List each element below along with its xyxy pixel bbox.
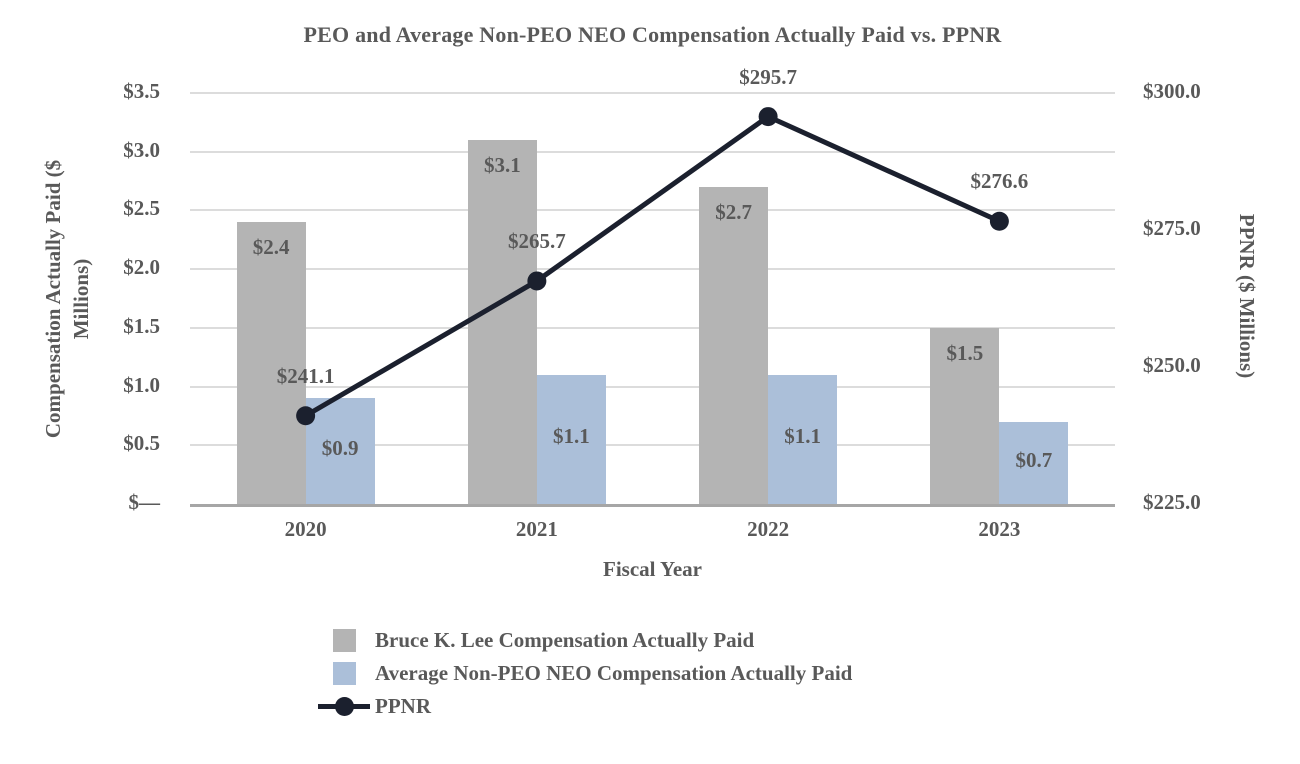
left-axis-tick: $1.0 bbox=[123, 372, 160, 397]
gridline bbox=[190, 150, 1115, 153]
ppnr-value-label: $241.1 bbox=[276, 363, 335, 388]
bar-peo-2022 bbox=[699, 186, 769, 504]
right-axis-tick: $225.0 bbox=[1143, 490, 1201, 514]
bar-value-label: $2.7 bbox=[715, 199, 752, 224]
bar-value-label: $3.1 bbox=[484, 152, 521, 177]
bar-value-label: $0.7 bbox=[1015, 447, 1053, 472]
gray-bar-swatch-icon bbox=[332, 629, 356, 652]
gridline bbox=[190, 385, 1115, 388]
bar-value-label: $1.5 bbox=[946, 340, 984, 365]
legend-label-ppnr: PPNR bbox=[375, 694, 431, 718]
neo-bar-swatch-cell bbox=[317, 662, 371, 685]
bar-neo-2022 bbox=[768, 374, 838, 504]
line-marker-dot-icon bbox=[334, 697, 354, 716]
left-axis-tick: $1.5 bbox=[123, 313, 160, 338]
bar-value-label: $1.1 bbox=[784, 424, 821, 449]
left-axis-tick: $0.5 bbox=[123, 431, 160, 456]
legend-item-peo-bar: Bruce K. Lee Compensation Actually Paid bbox=[317, 624, 852, 657]
ppnr-value-label: $265.7 bbox=[508, 228, 566, 253]
blue-bar-swatch-icon bbox=[332, 662, 356, 685]
ppnr-marker-2021 bbox=[527, 271, 547, 291]
bar-value-label: $1.1 bbox=[553, 424, 590, 449]
legend-item-neo-bar: Average Non-PEO NEO Compensation Actuall… bbox=[317, 657, 852, 690]
left-axis-tick: $2.0 bbox=[123, 255, 160, 280]
ppnr-line-path bbox=[304, 113, 1001, 418]
x-category-label-2021: 2021 bbox=[515, 517, 558, 541]
bar-value-label: $0.9 bbox=[321, 436, 359, 461]
ppnr-line bbox=[296, 107, 1009, 426]
gridline bbox=[190, 268, 1115, 271]
ppnr-value-label: $276.6 bbox=[970, 169, 1029, 194]
left-axis-title: Compensation Actually Paid ($ Millions) bbox=[41, 159, 93, 439]
legend-label-peo: Bruce K. Lee Compensation Actually Paid bbox=[375, 628, 755, 652]
peo-bar-swatch-cell bbox=[317, 629, 371, 652]
left-axis-tick: $— bbox=[128, 490, 161, 514]
right-axis-tick: $300.0 bbox=[1143, 79, 1201, 103]
x-category-label-2022: 2022 bbox=[747, 517, 790, 541]
gridline bbox=[190, 209, 1115, 212]
x-category-label-2023: 2023 bbox=[978, 517, 1021, 541]
bar-neo-2021 bbox=[536, 374, 606, 504]
bar-neo-2020 bbox=[305, 398, 375, 504]
legend-item-ppnr-line: PPNR bbox=[317, 690, 852, 723]
left-axis-tick: $2.5 bbox=[123, 196, 160, 221]
gridline bbox=[190, 444, 1115, 447]
right-axis-tick: $250.0 bbox=[1143, 353, 1201, 377]
left-axis-tick: $3.5 bbox=[123, 79, 160, 103]
x-category-label-2020: 2020 bbox=[284, 517, 327, 541]
left-axis-tick: $3.0 bbox=[123, 137, 160, 162]
right-axis-tick: $275.0 bbox=[1143, 216, 1201, 240]
bar-peo-2020 bbox=[236, 222, 306, 504]
ppnr-value-label: $295.7 bbox=[739, 64, 797, 89]
ppnr-marker-2020 bbox=[296, 406, 316, 426]
gridline bbox=[190, 326, 1115, 329]
chart-title: PEO and Average Non-PEO NEO Compensation… bbox=[303, 22, 1002, 47]
ppnr-marker-2022 bbox=[758, 107, 778, 127]
legend-label-neo: Average Non-PEO NEO Compensation Actuall… bbox=[375, 661, 853, 685]
plot-area: $2.4 $3.1 $2.7 $1.5 $0.9 $1.1 $1.1 $0.7 $241.1 $2… bbox=[190, 65, 1115, 507]
x-axis-title: Fiscal Year bbox=[603, 557, 702, 581]
ppnr-marker-2023 bbox=[989, 211, 1009, 231]
bar-value-label: $2.4 bbox=[252, 235, 290, 260]
right-axis-title: PPNR ($ Millions) bbox=[1235, 213, 1259, 379]
legend: Bruce K. Lee Compensation Actually Paid … bbox=[317, 624, 852, 723]
gridline bbox=[190, 92, 1115, 94]
bar-peo-2021 bbox=[467, 139, 537, 504]
bar-neo-2023 bbox=[999, 421, 1069, 504]
bar-peo-2023 bbox=[930, 327, 1000, 504]
